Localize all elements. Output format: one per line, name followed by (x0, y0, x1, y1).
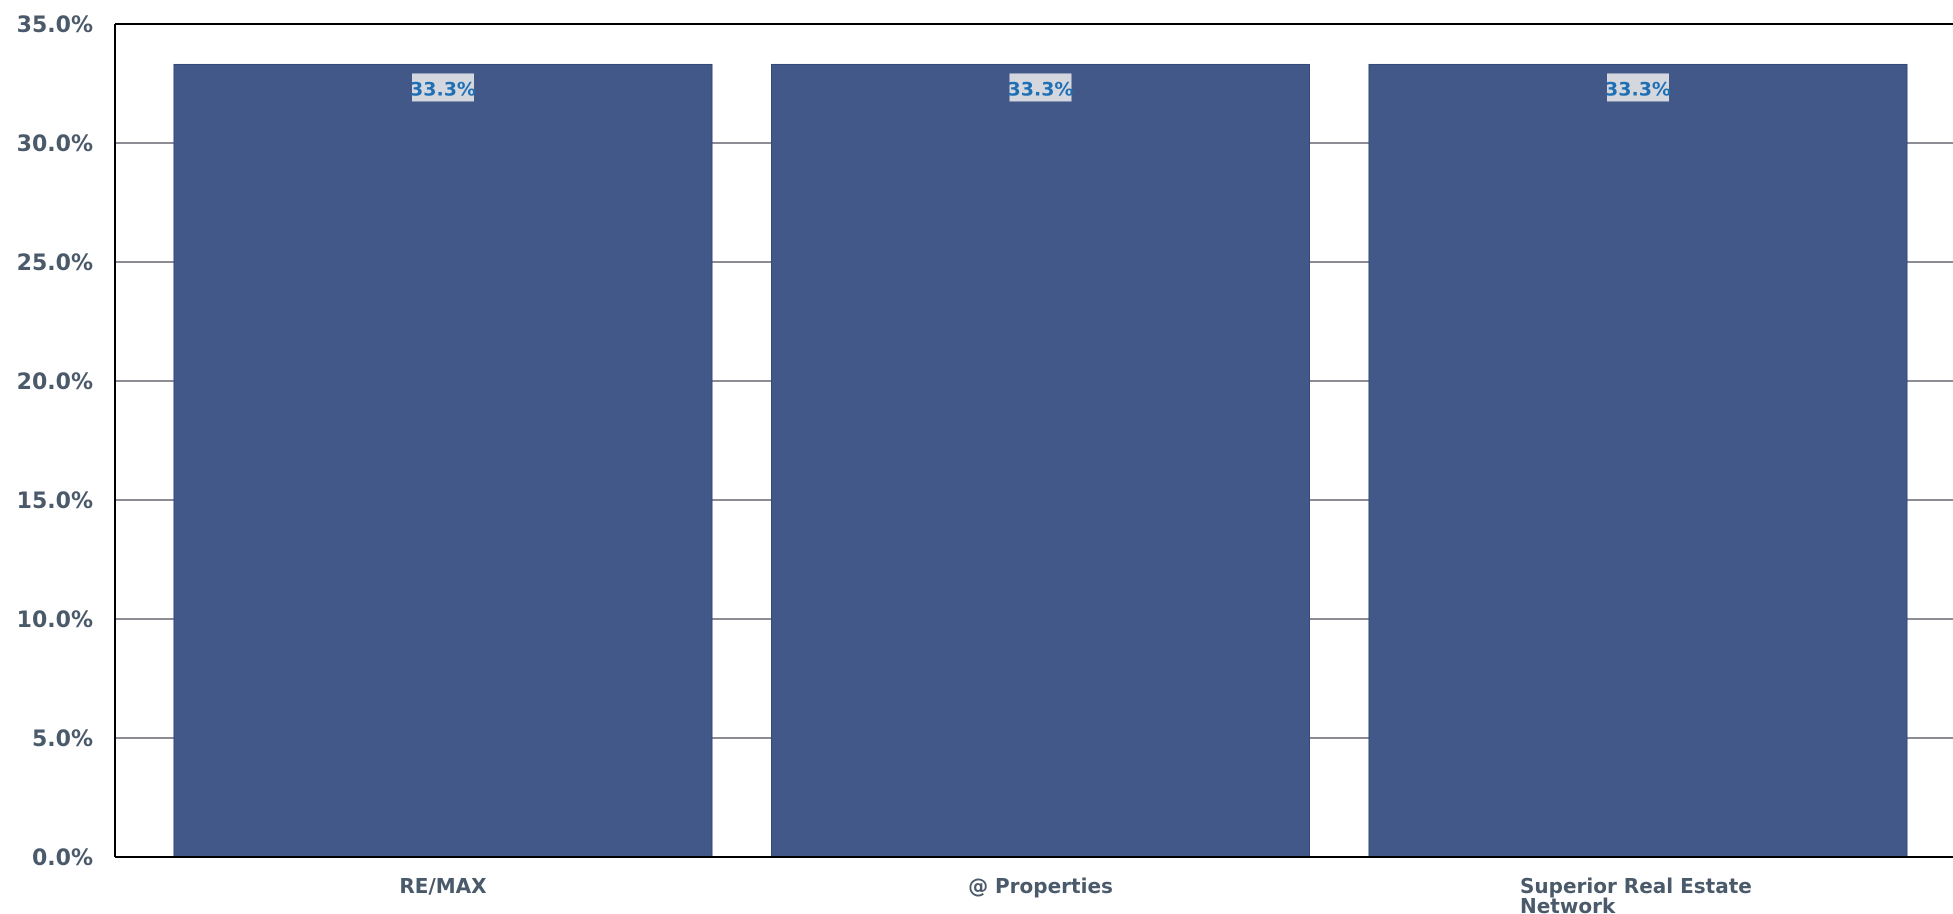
x-axis-tick-labels: RE/MAX @ Properties Superior Real Estate Ne… (399, 874, 1751, 914)
y-tick-label: 20.0% (17, 370, 93, 395)
y-tick-label: 15.0% (17, 489, 93, 514)
x-tick-label-line: RE/MAX (399, 874, 487, 898)
data-label-box (1009, 73, 1072, 102)
bar (771, 63, 1310, 858)
data-label: 33.3% (1605, 78, 1671, 100)
data-label-box (1607, 73, 1669, 102)
bars (173, 63, 1908, 858)
data-label: 33.3% (410, 78, 476, 100)
y-tick-label: 35.0% (17, 13, 93, 38)
y-tick-label: 0.0% (32, 846, 93, 871)
y-tick-label: 30.0% (17, 132, 93, 157)
x-tick-label: RE/MAX (399, 874, 487, 898)
x-tick-label: Superior Real Estate Network (1520, 874, 1752, 914)
y-tick-label: 25.0% (17, 251, 93, 276)
y-axis-tick-labels: 0.0% 5.0% 10.0% 15.0% 20.0% 25.0% 30.0% 35.0% (17, 13, 93, 871)
y-tick-label: 5.0% (32, 727, 93, 752)
data-label: 33.3% (1008, 78, 1074, 100)
axes (114, 23, 1953, 858)
x-tick-label-line: Superior Real Estate (1520, 874, 1752, 898)
x-tick-label-line: @ Properties (968, 874, 1113, 898)
y-tick-label: 10.0% (17, 608, 93, 633)
bar (173, 63, 713, 858)
x-tick-label: @ Properties (968, 874, 1113, 898)
x-tick-label-line: Network (1520, 894, 1616, 914)
bar (1368, 63, 1908, 858)
data-label-box (412, 73, 474, 102)
data-labels: 33.3% 33.3% 33.3% (410, 73, 1671, 102)
